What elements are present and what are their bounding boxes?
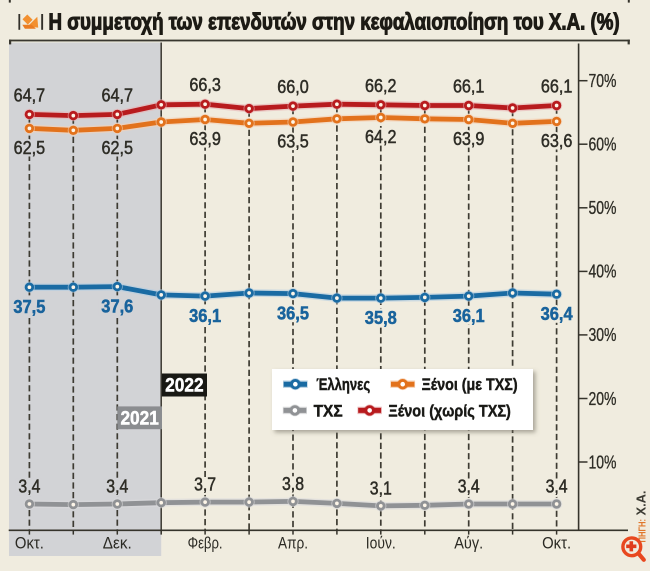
svg-text:Φεβρ.: Φεβρ. [188,534,223,553]
svg-text:62,5: 62,5 [14,138,46,158]
svg-text:62,5: 62,5 [14,138,46,158]
svg-text:3,4: 3,4 [106,477,128,497]
svg-text:60%: 60% [589,135,617,155]
svg-text:36,5: 36,5 [277,304,309,324]
svg-text:62,5: 62,5 [102,138,134,158]
svg-text:Η συμμετοχή των επενδυτών στην: Η συμμετοχή των επενδυτών στην κεφαλαιοπ… [49,10,620,35]
svg-text:3,4: 3,4 [18,477,40,497]
svg-text:36,1: 36,1 [189,306,221,326]
svg-text:64,7: 64,7 [14,85,46,105]
svg-text:ΠΗΓΗ:: ΠΗΓΗ: [636,519,648,543]
svg-text:3,4: 3,4 [546,477,568,497]
svg-text:Αύγ.: Αύγ. [454,534,483,553]
svg-text:3,4: 3,4 [458,477,480,497]
svg-text:36,1: 36,1 [453,306,485,326]
svg-text:36,1: 36,1 [189,306,221,326]
svg-text:64,7: 64,7 [102,85,134,105]
svg-text:3,8: 3,8 [282,474,304,494]
svg-text:Οκτ.: Οκτ. [15,534,44,553]
svg-text:3,4: 3,4 [458,477,480,497]
svg-text:66,2: 66,2 [365,76,397,96]
svg-text:3,4: 3,4 [18,477,40,497]
svg-text:66,0: 66,0 [277,77,309,97]
svg-text:66,3: 66,3 [189,75,221,95]
svg-text:66,1: 66,1 [453,77,485,97]
svg-text:ΤΧΣ: ΤΧΣ [314,401,343,420]
svg-text:Ιούν.: Ιούν. [366,534,396,553]
svg-text:Ξένοι (χωρίς ΤΧΣ): Ξένοι (χωρίς ΤΧΣ) [388,401,511,420]
svg-text:70%: 70% [589,71,617,91]
svg-text:3,7: 3,7 [194,475,216,495]
svg-text:50%: 50% [589,198,617,218]
svg-text:37,6: 37,6 [101,297,133,317]
svg-text:64,7: 64,7 [102,85,134,105]
svg-text:36,4: 36,4 [541,304,573,324]
svg-text:63,5: 63,5 [277,132,309,152]
svg-text:64,7: 64,7 [14,85,46,105]
svg-text:35,8: 35,8 [365,308,397,328]
svg-text:3,7: 3,7 [194,475,216,495]
svg-text:66,2: 66,2 [365,76,397,96]
svg-text:3,8: 3,8 [282,474,304,494]
svg-text:66,1: 66,1 [541,77,573,97]
svg-text:Απρ.: Απρ. [278,534,308,553]
svg-text:63,9: 63,9 [189,129,221,149]
svg-text:37,5: 37,5 [13,297,45,317]
svg-text:40%: 40% [589,262,617,282]
svg-text:36,5: 36,5 [277,304,309,324]
svg-text:63,9: 63,9 [189,129,221,149]
svg-text:3,1: 3,1 [370,478,392,498]
svg-text:63,6: 63,6 [541,131,573,151]
svg-text:Δεκ.: Δεκ. [103,534,132,553]
svg-text:66,3: 66,3 [189,75,221,95]
svg-text:Οκτ.: Οκτ. [542,534,571,553]
svg-text:3,4: 3,4 [106,477,128,497]
svg-text:35,8: 35,8 [365,308,397,328]
svg-text:62,5: 62,5 [102,138,134,158]
svg-text:63,5: 63,5 [277,132,309,152]
svg-text:36,4: 36,4 [541,304,573,324]
svg-text:66,1: 66,1 [453,77,485,97]
svg-text:66,0: 66,0 [277,77,309,97]
svg-text:63,6: 63,6 [541,131,573,151]
svg-text:Έλληνες: Έλληνες [316,375,370,394]
svg-text:64,2: 64,2 [365,127,397,147]
svg-text:3,4: 3,4 [546,477,568,497]
svg-text:3,1: 3,1 [370,478,392,498]
svg-text:66,1: 66,1 [541,77,573,97]
svg-text:20%: 20% [589,389,617,409]
svg-text:63,9: 63,9 [453,129,485,149]
svg-text:Ξένοι (με ΤΧΣ): Ξένοι (με ΤΧΣ) [422,375,518,394]
svg-text:64,2: 64,2 [365,127,397,147]
svg-text:63,9: 63,9 [453,129,485,149]
svg-text:30%: 30% [589,325,617,345]
svg-text:Χ.Α.: Χ.Α. [634,491,648,516]
svg-text:37,6: 37,6 [101,297,133,317]
svg-text:2022: 2022 [165,375,204,397]
svg-text:37,5: 37,5 [13,297,45,317]
svg-text:36,1: 36,1 [453,306,485,326]
svg-text:2021: 2021 [120,407,159,429]
svg-text:10%: 10% [589,452,617,472]
